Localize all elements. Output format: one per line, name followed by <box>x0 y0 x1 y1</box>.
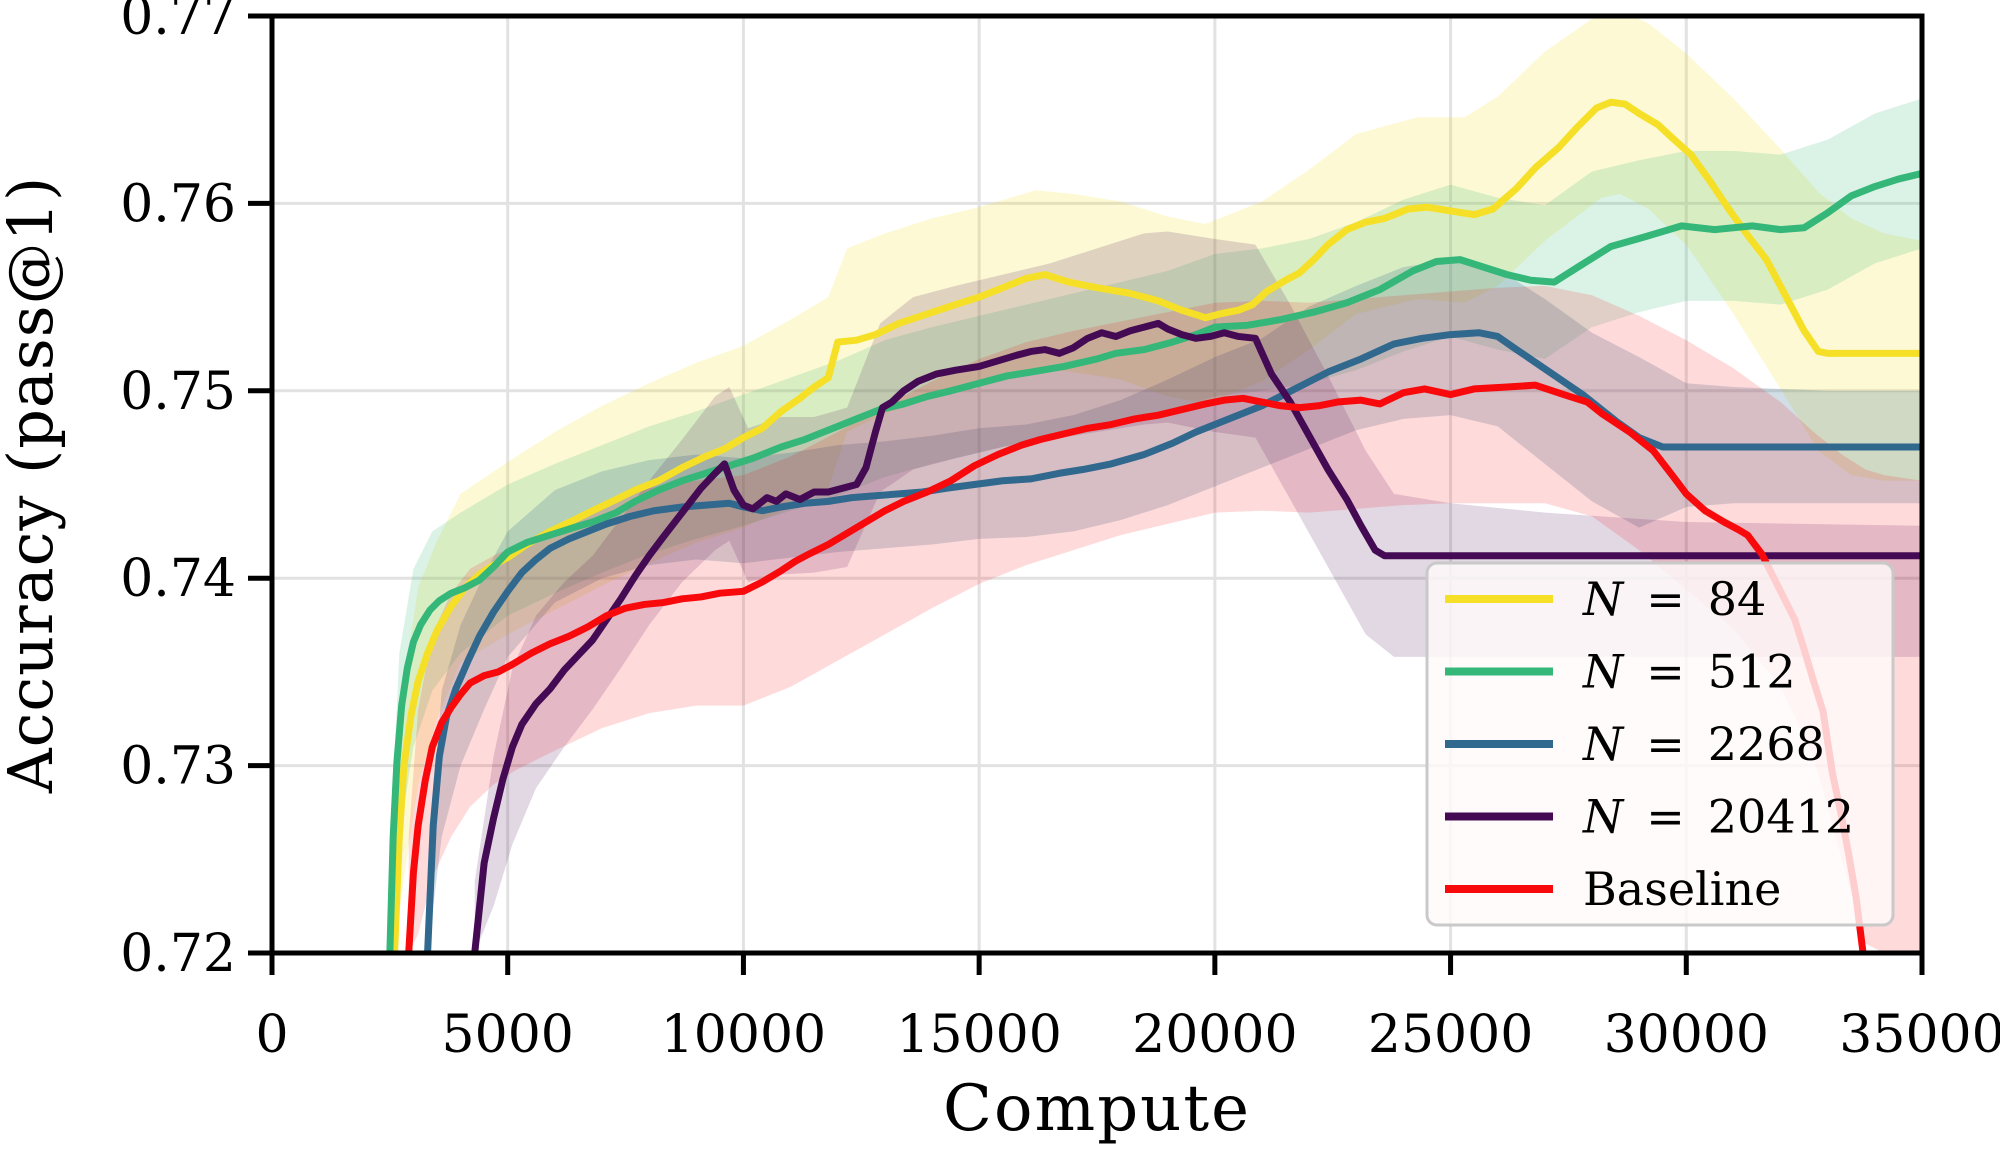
legend-box <box>1425 561 1895 927</box>
legend-entry-n-512: N = 512 <box>1445 645 1796 699</box>
legend-label-n-2268: N = 2268 <box>1582 717 1825 771</box>
series-band-n-20412 <box>474 231 1922 953</box>
ytick-label-0.74: 0.74 <box>120 549 236 609</box>
legend-entry-n-84: N = 84 <box>1445 572 1766 626</box>
series-group <box>386 16 1922 953</box>
series-line-baseline <box>405 381 1867 953</box>
xtick-label-5000: 5000 <box>442 1005 574 1065</box>
legend: N = 84 N = 512 N = 2268 N = 20412 Baseline <box>1425 561 1895 927</box>
legend-label-baseline: Baseline <box>1583 862 1781 916</box>
xtick-label-35000: 35000 <box>1839 1005 2000 1065</box>
legend-entry-n-2268: N = 2268 <box>1445 717 1825 771</box>
xtick-label-0: 0 <box>255 1005 288 1065</box>
y-axis-label: Accuracy (pass@1) <box>0 176 67 794</box>
legend-label-n-84: N = 84 <box>1582 572 1766 626</box>
ytick-label-0.73: 0.73 <box>120 737 236 797</box>
tick-label-group: 0 5000 10000 15000 20000 25000 30000 35000 0.72 0… <box>120 0 2000 1065</box>
series-band-baseline <box>408 285 1922 953</box>
xtick-label-30000: 30000 <box>1604 1005 1769 1065</box>
legend-label-n-20412: N = 20412 <box>1582 790 1854 844</box>
legend-label-n-512: N = 512 <box>1582 645 1796 699</box>
series-line-n-512 <box>386 169 1922 953</box>
x-axis-label: Compute <box>943 1072 1251 1146</box>
axes-spines <box>269 13 1925 956</box>
series-line-n-2268 <box>424 329 1922 953</box>
ytick-label-0.72: 0.72 <box>120 924 236 984</box>
legend-entry-baseline: Baseline <box>1445 862 1781 916</box>
xtick-label-25000: 25000 <box>1368 1005 1533 1065</box>
legend-entry-n-20412: N = 20412 <box>1445 790 1854 844</box>
xtick-label-15000: 15000 <box>896 1005 1061 1065</box>
tick-group <box>248 13 1925 975</box>
series-line-n-84 <box>391 98 1922 953</box>
ytick-label-0.76: 0.76 <box>120 174 236 234</box>
series-band-n-2268 <box>427 259 1922 953</box>
xtick-label-10000: 10000 <box>661 1005 826 1065</box>
xtick-label-20000: 20000 <box>1132 1005 1297 1065</box>
series-band-n-512 <box>389 98 1922 953</box>
series-line-n-20412 <box>471 319 1922 953</box>
ytick-label-0.75: 0.75 <box>120 362 236 422</box>
ytick-label-0.77: 0.77 <box>120 0 236 47</box>
